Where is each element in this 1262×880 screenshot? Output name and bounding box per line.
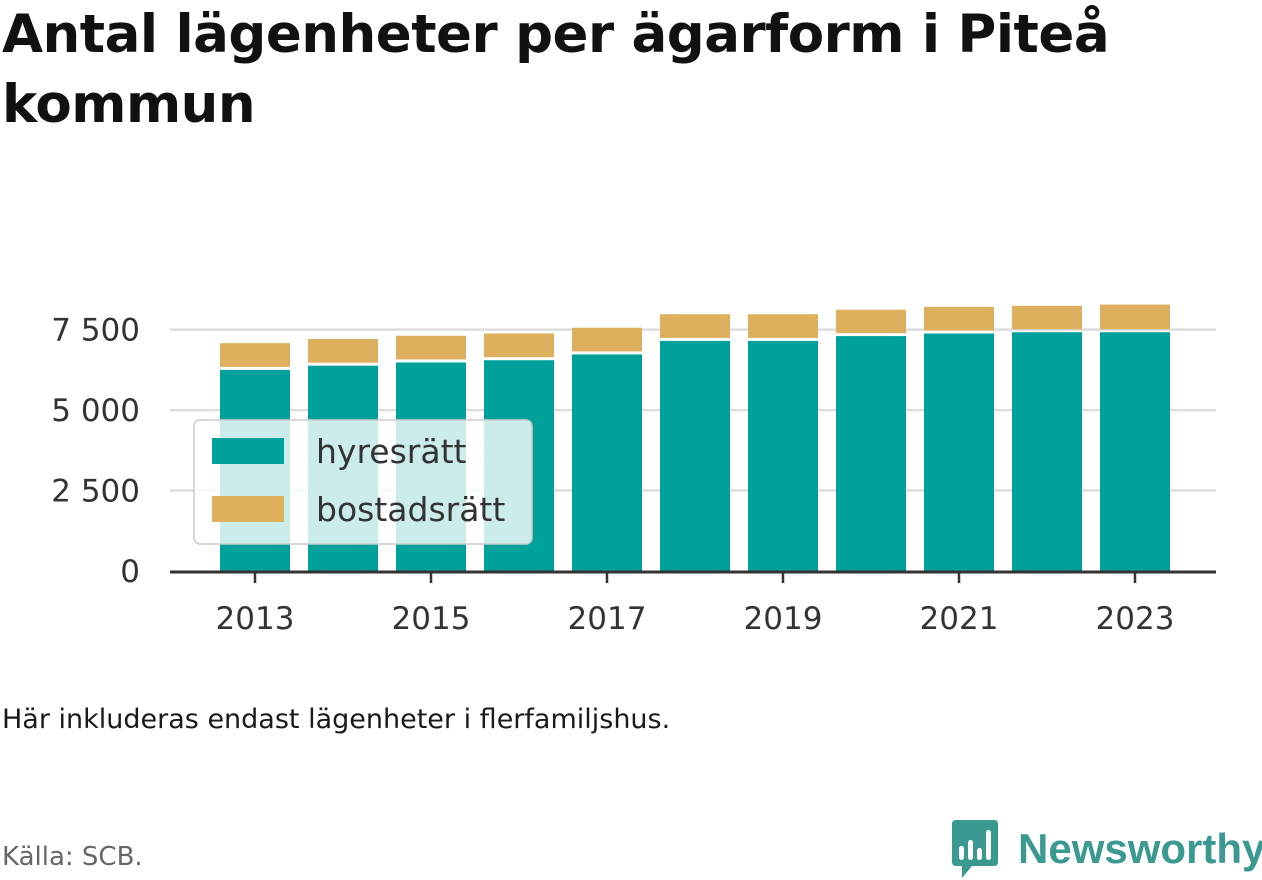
source-text: Källa: SCB. bbox=[2, 842, 143, 872]
x-tick-label: 2017 bbox=[568, 601, 647, 637]
x-tick-label: 2023 bbox=[1096, 601, 1175, 637]
x-tick-label: 2021 bbox=[920, 601, 999, 637]
bar-bostadsratt bbox=[308, 338, 378, 363]
bar-hyresratt bbox=[748, 340, 818, 571]
bar-bostadsratt bbox=[1012, 305, 1082, 330]
y-tick-label: 2 500 bbox=[51, 474, 140, 510]
chart-title: Antal lägenheter per ägarform i Piteå ko… bbox=[2, 4, 1110, 135]
bar-hyresratt bbox=[660, 340, 730, 571]
legend-swatch bbox=[212, 438, 284, 464]
chart-note: Här inkluderas endast lägenheter i flerf… bbox=[2, 704, 671, 735]
bar-bostadsratt bbox=[572, 327, 642, 352]
x-tick-label: 2019 bbox=[744, 601, 823, 637]
newsworthy-brand: Newsworthy bbox=[950, 818, 1262, 880]
bar-bostadsratt bbox=[836, 309, 906, 334]
bar-hyresratt bbox=[924, 333, 994, 571]
bar-bostadsratt bbox=[748, 314, 818, 338]
bar-hyresratt bbox=[1100, 332, 1170, 571]
brand-name: Newsworthy bbox=[1018, 825, 1262, 872]
bar-bostadsratt bbox=[1100, 304, 1170, 330]
bar-bostadsratt bbox=[484, 333, 554, 358]
bar-hyresratt bbox=[572, 354, 642, 571]
newsworthy-logo-icon bbox=[952, 820, 998, 878]
axes: 0 2 500 5 000 7 500 2013 2015 2017 2019 2021 2023 bbox=[51, 313, 1216, 637]
legend: hyresrätt bostadsrätt bbox=[193, 419, 533, 545]
bar-bostadsratt bbox=[220, 343, 290, 367]
bar-bostadsratt bbox=[396, 335, 466, 360]
bar-bostadsratt bbox=[660, 314, 730, 338]
bar-hyresratt bbox=[836, 336, 906, 571]
legend-swatch bbox=[212, 496, 284, 522]
bar-bostadsratt bbox=[924, 306, 994, 331]
y-tick-label: 0 bbox=[120, 554, 140, 590]
bar-hyresratt bbox=[1012, 332, 1082, 571]
stacked-bar-chart: 0 2 500 5 000 7 500 2013 2015 2017 2019 2021 2023… bbox=[51, 304, 1216, 637]
legend-label: hyresrätt bbox=[316, 432, 467, 471]
y-tick-label: 7 500 bbox=[51, 313, 140, 349]
y-tick-label: 5 000 bbox=[51, 393, 140, 429]
x-tick-label: 2013 bbox=[216, 601, 295, 637]
x-tick-label: 2015 bbox=[392, 601, 471, 637]
legend-label: bostadsrätt bbox=[316, 490, 505, 529]
